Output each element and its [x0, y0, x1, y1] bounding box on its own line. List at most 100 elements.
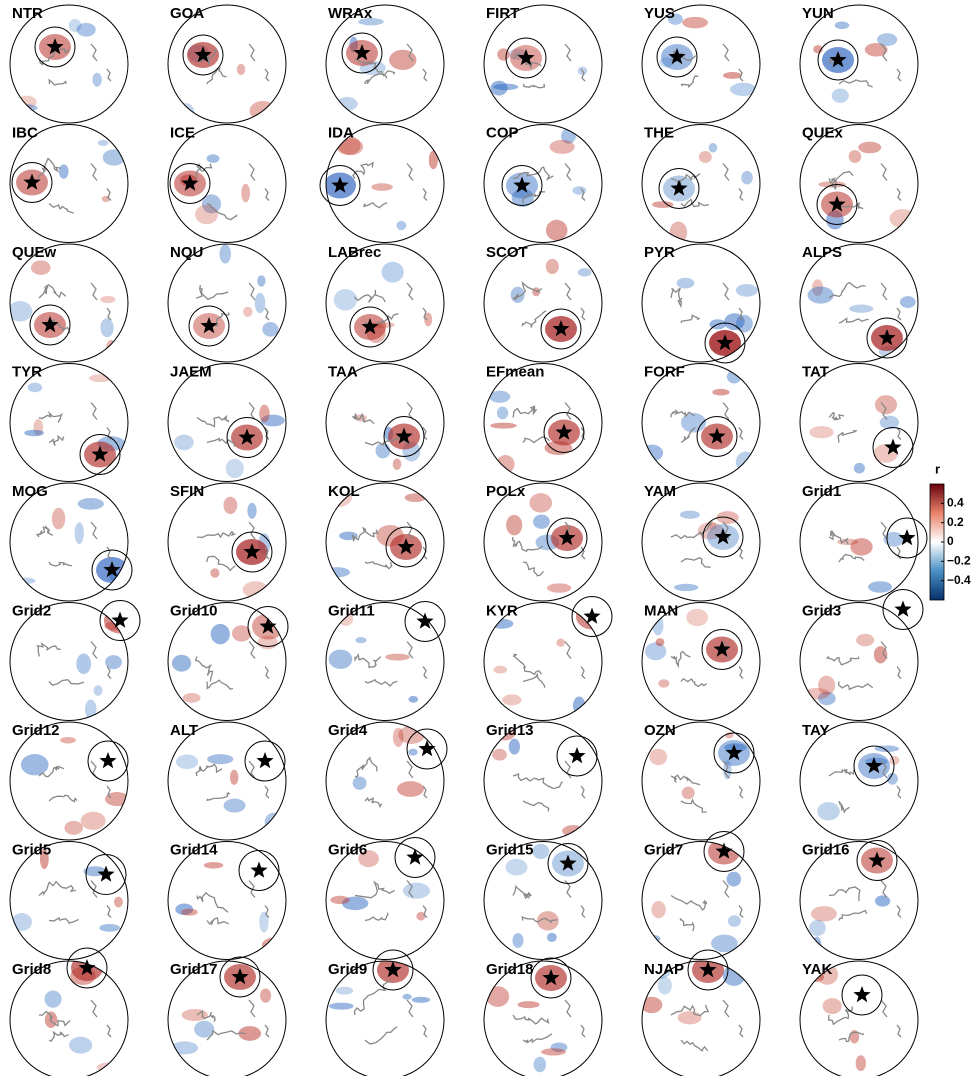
field-patch: [641, 445, 663, 462]
map-content: [24, 374, 125, 467]
field-patch: [393, 459, 402, 470]
map-outline: [800, 722, 918, 840]
panel-label: Grid9: [328, 961, 367, 978]
field-patch: [397, 781, 424, 797]
panel-label: POLx: [486, 483, 526, 500]
map-panel: KYR: [484, 597, 612, 721]
map-panel: Grid4: [326, 722, 447, 840]
field-patch: [99, 924, 120, 932]
map-content: [174, 154, 269, 224]
field-patch: [849, 150, 862, 163]
panel-label: MOG: [12, 483, 48, 500]
field-patch: [64, 821, 83, 835]
field-patch: [868, 581, 892, 592]
field-patch: [890, 209, 916, 228]
coastline: [39, 761, 111, 802]
field-patch: [546, 259, 559, 274]
map-panel: QUEw: [8, 244, 128, 362]
map-content: [813, 21, 901, 102]
field-patch: [727, 872, 742, 887]
map-outline: [484, 842, 602, 960]
map-content: [505, 844, 585, 948]
field-patch: [900, 296, 916, 308]
map-content: [809, 964, 901, 1071]
map-content: [492, 726, 585, 837]
field-patch: [562, 825, 584, 837]
map-content: [803, 634, 901, 705]
field-patch: [60, 737, 76, 744]
panel-label: YAM: [644, 483, 676, 500]
field-patch: [658, 679, 669, 687]
map-content: [649, 732, 750, 812]
map-content: [818, 142, 915, 230]
panel-label: Grid14: [170, 841, 218, 858]
field-patch: [727, 370, 742, 384]
coastline: [355, 642, 427, 687]
field-patch: [547, 933, 557, 942]
field-patch: [699, 151, 712, 163]
panel-label: Grid7: [644, 841, 683, 858]
field-patch: [77, 23, 96, 37]
field-patch: [832, 89, 849, 103]
coastline: [197, 881, 269, 925]
panel-label: ALT: [170, 722, 198, 739]
field-patch: [92, 73, 102, 87]
map-outline: [10, 842, 128, 960]
field-patch: [408, 749, 417, 756]
site-star: [256, 752, 273, 768]
map-panel: JAEM: [168, 363, 286, 481]
field-patch: [329, 1003, 354, 1010]
map-outline: [800, 603, 918, 721]
coastline: [39, 159, 112, 214]
map-content: [11, 849, 122, 932]
figure: NTRGOAWRAxFIRTYUSYUNIBCICEIDACOPTHEQUExQ…: [0, 0, 974, 1076]
map-panel: Grid5: [10, 841, 128, 959]
map-content: [489, 391, 585, 474]
field-patch: [405, 493, 426, 502]
map-panel: YUS: [642, 5, 760, 123]
field-patch: [490, 619, 513, 629]
panel-label: Grid15: [486, 841, 534, 858]
panel-label: ICE: [170, 124, 195, 141]
field-patch: [371, 183, 393, 191]
panel-label: Grid8: [12, 961, 51, 978]
field-patch: [31, 260, 51, 275]
field-patch: [114, 897, 123, 908]
field-patch: [328, 1062, 342, 1068]
field-patch: [723, 72, 742, 79]
field-patch: [75, 522, 84, 544]
field-patch: [649, 749, 667, 765]
field-patch: [849, 305, 873, 313]
field-patch: [529, 493, 552, 512]
panel-label: TAY: [802, 722, 830, 739]
field-patch: [207, 154, 220, 163]
map-panel: IBC: [9, 124, 128, 242]
map-panel: Grid1: [800, 483, 927, 601]
field-patch: [385, 654, 410, 661]
map-panel: Grid16: [800, 841, 918, 960]
map-panel: FORF: [641, 363, 760, 481]
field-patch: [204, 862, 224, 869]
field-patch: [502, 694, 521, 705]
field-patch: [680, 511, 700, 519]
map-panel: Grid11: [326, 602, 445, 721]
field-patch: [493, 84, 518, 90]
map-panel: TAA: [326, 363, 444, 481]
field-patch: [512, 933, 523, 948]
panel-label: SFIN: [170, 483, 204, 500]
field-patch: [856, 1055, 866, 1071]
panel-label: Grid6: [328, 841, 367, 858]
map-content: [641, 370, 756, 472]
panel-label: YAK: [802, 961, 832, 978]
map-content: [10, 19, 111, 112]
map-panel: Grid2: [10, 601, 140, 721]
field-patch: [100, 296, 115, 303]
map-content: [809, 395, 901, 473]
field-patch: [76, 654, 91, 675]
field-patch: [263, 465, 279, 474]
panel-label: Grid11: [328, 602, 375, 619]
field-patch: [174, 435, 194, 451]
coastline: [671, 761, 743, 812]
field-patch: [556, 638, 565, 646]
